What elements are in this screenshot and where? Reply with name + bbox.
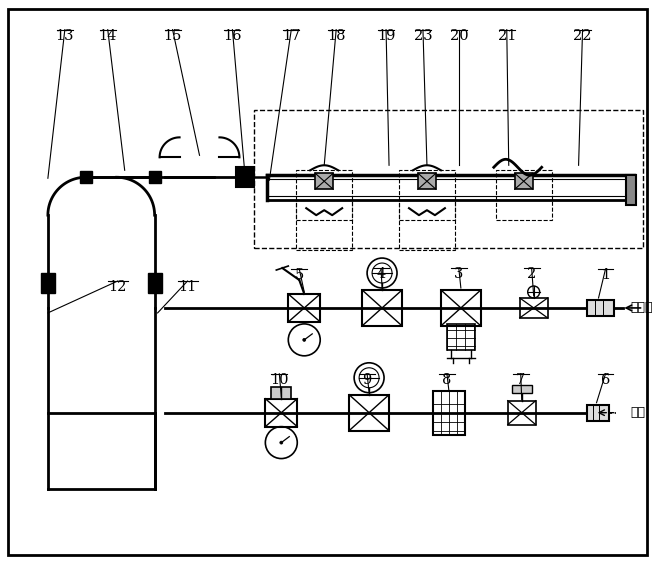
Bar <box>496 170 552 220</box>
Bar <box>288 294 320 322</box>
Text: 12: 12 <box>108 280 127 294</box>
Bar <box>254 111 643 248</box>
Text: 5: 5 <box>294 268 304 282</box>
Circle shape <box>303 338 306 341</box>
Bar <box>315 173 333 190</box>
Bar <box>79 171 92 183</box>
Text: 9: 9 <box>363 373 372 387</box>
Bar <box>349 395 389 431</box>
Bar <box>362 290 402 326</box>
Text: 阻化水: 阻化水 <box>631 301 653 315</box>
Bar <box>433 391 465 435</box>
Bar <box>148 171 160 183</box>
Bar <box>265 399 297 426</box>
Text: 1: 1 <box>601 268 610 282</box>
Text: 2: 2 <box>527 267 536 281</box>
Text: 19: 19 <box>377 29 396 43</box>
Bar <box>399 170 455 220</box>
Bar <box>148 273 162 293</box>
Bar <box>587 300 614 316</box>
Text: 17: 17 <box>282 29 300 43</box>
Text: 20: 20 <box>449 29 468 43</box>
Text: 22: 22 <box>574 29 592 43</box>
Bar <box>512 385 532 393</box>
Text: 7: 7 <box>516 373 526 387</box>
Bar <box>514 173 533 190</box>
Bar <box>441 290 481 326</box>
Bar <box>418 173 436 190</box>
Text: 14: 14 <box>99 29 117 43</box>
Bar <box>271 387 291 399</box>
Text: 23: 23 <box>414 29 432 43</box>
Bar <box>296 200 352 250</box>
Text: 13: 13 <box>56 29 74 43</box>
Text: 16: 16 <box>223 29 242 43</box>
Text: 15: 15 <box>164 29 182 43</box>
Bar <box>296 170 352 220</box>
Text: 10: 10 <box>270 373 288 387</box>
Text: 3: 3 <box>454 267 464 281</box>
Text: 18: 18 <box>327 29 346 43</box>
Bar <box>520 298 548 318</box>
Bar <box>447 324 475 350</box>
Bar <box>41 273 55 293</box>
Bar <box>237 168 254 187</box>
Text: 11: 11 <box>179 280 196 294</box>
Bar <box>627 175 637 205</box>
Text: 8: 8 <box>442 373 451 387</box>
Text: 6: 6 <box>601 373 610 387</box>
Bar <box>399 200 455 250</box>
Text: 21: 21 <box>497 29 516 43</box>
Bar <box>508 400 535 425</box>
Text: 氮气: 氮气 <box>631 406 645 419</box>
Bar <box>587 405 608 421</box>
Circle shape <box>280 441 283 444</box>
Text: 4: 4 <box>376 267 386 281</box>
